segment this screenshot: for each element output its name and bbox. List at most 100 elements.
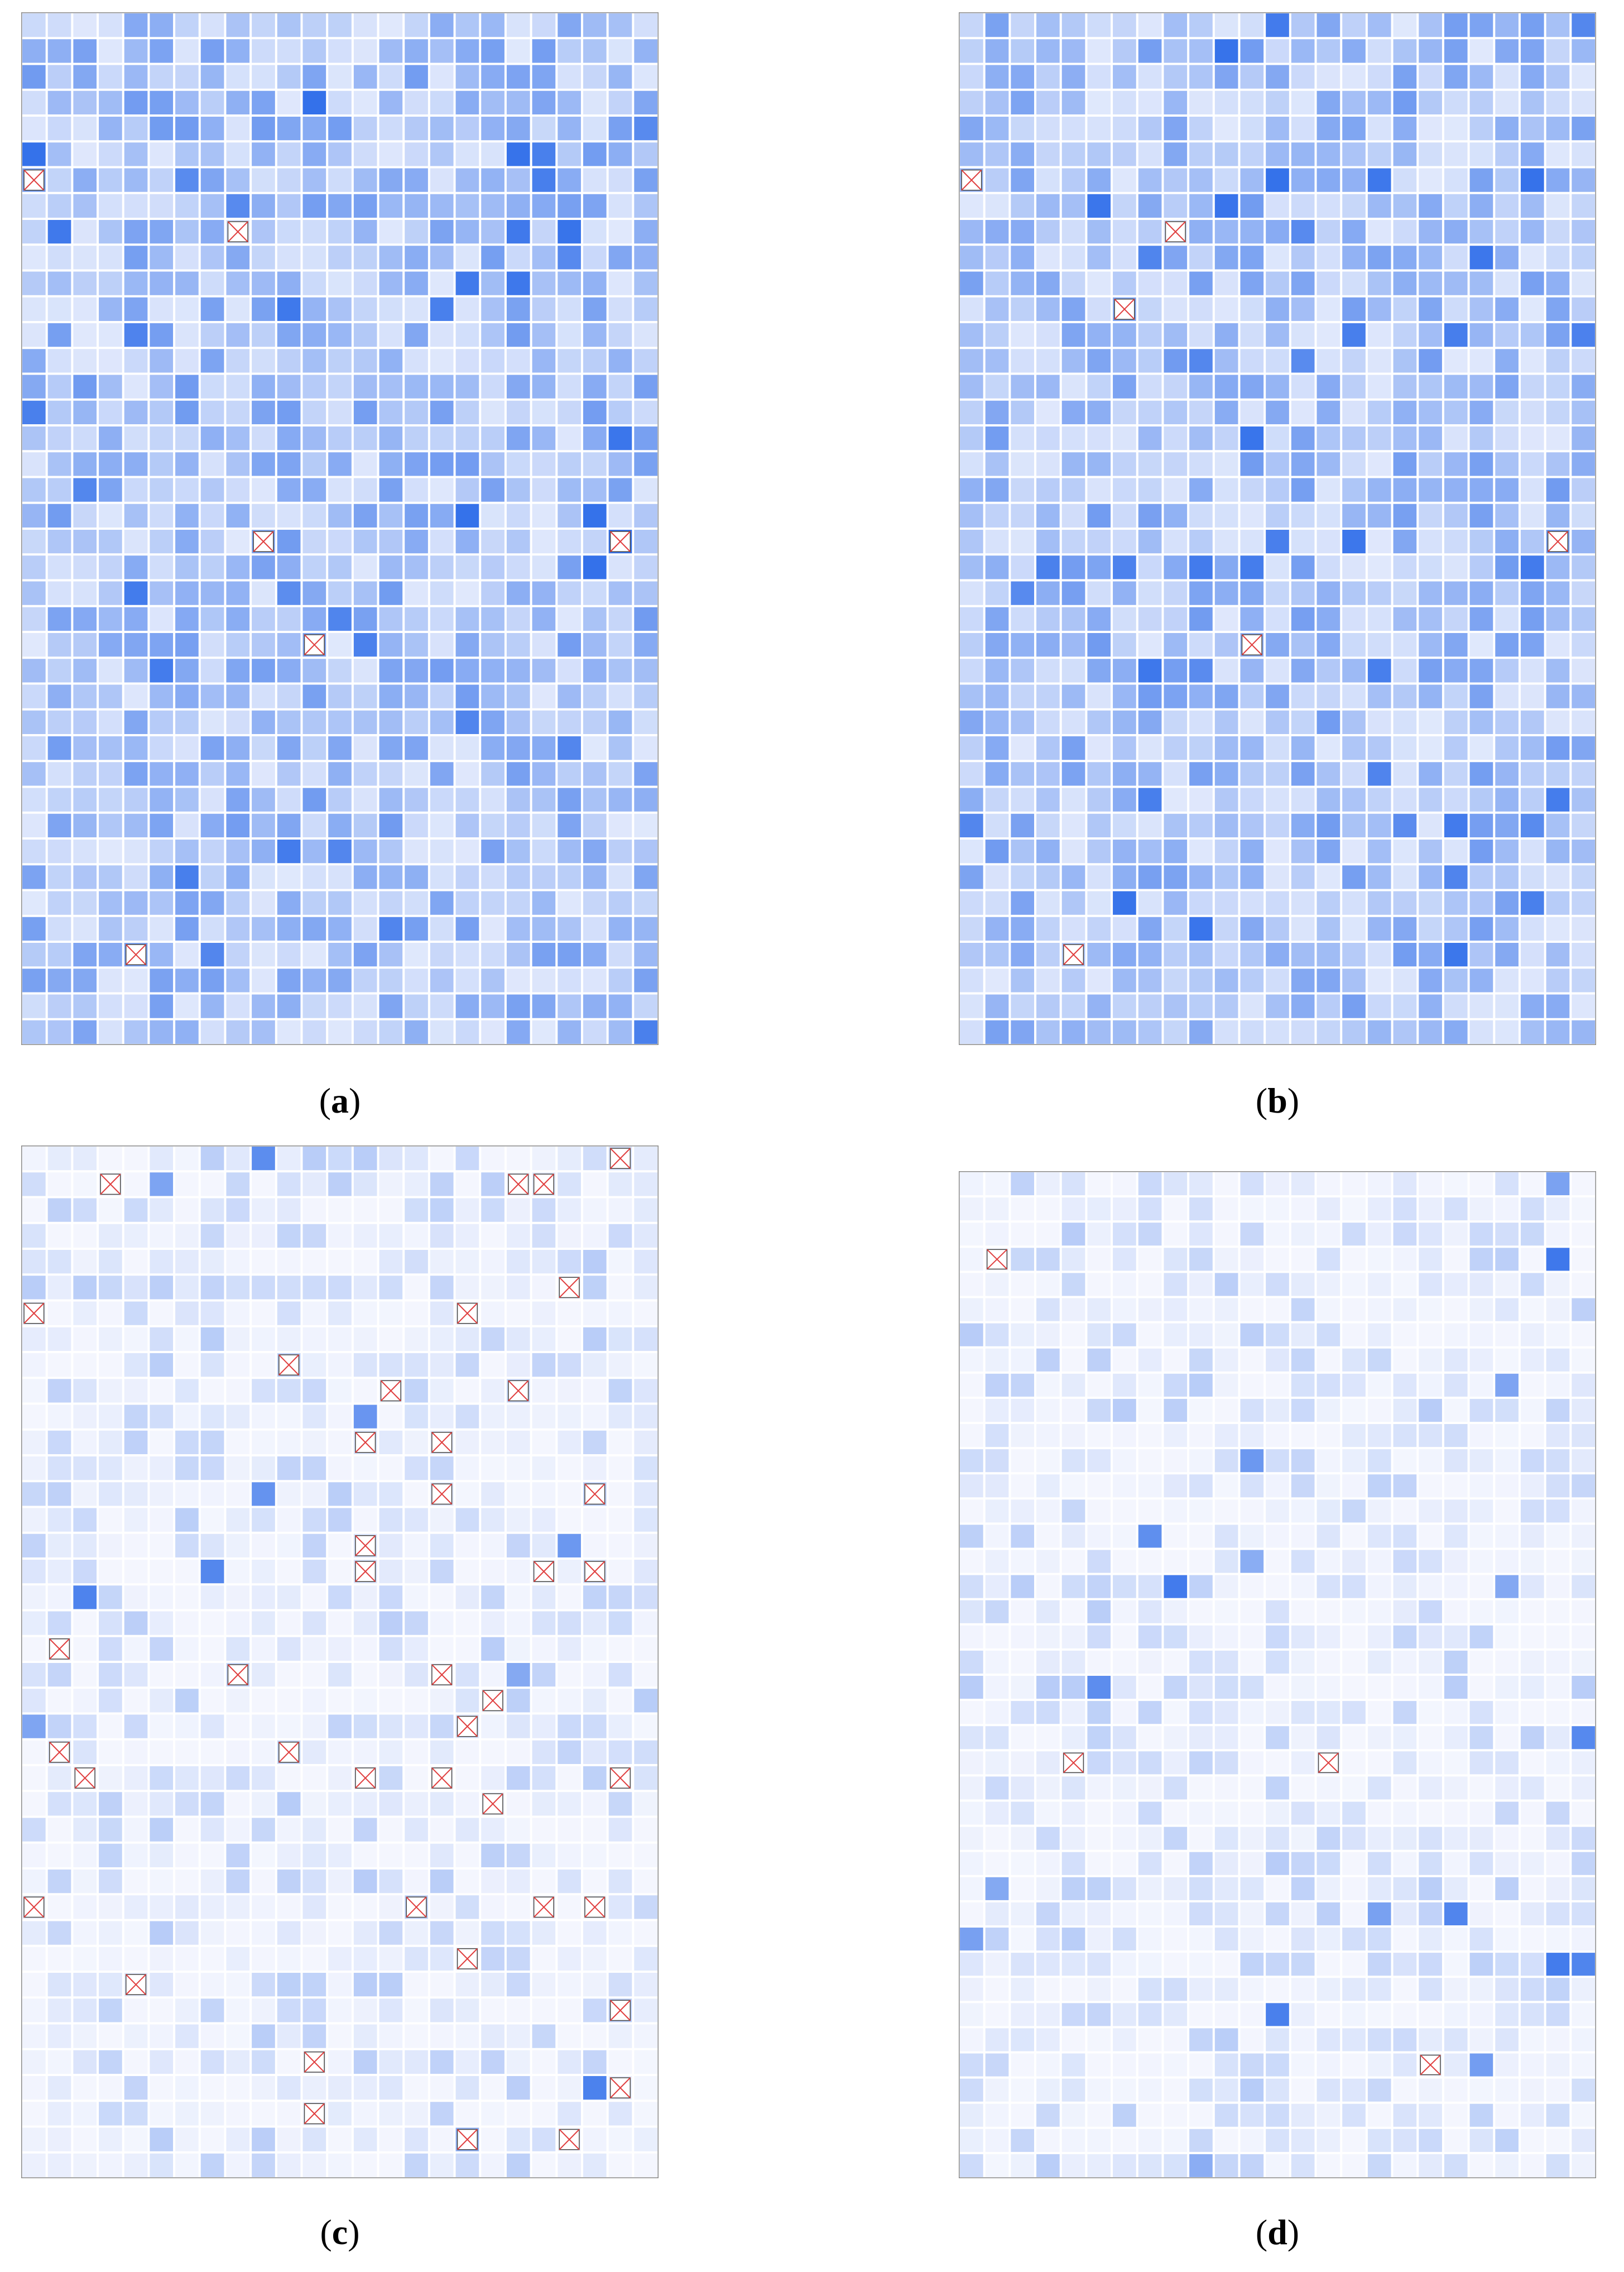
- grid-cell: [226, 1224, 250, 1248]
- grid-cell: [99, 142, 122, 166]
- grid-cell: [1546, 788, 1570, 812]
- grid-cell: [1138, 1525, 1162, 1548]
- grid-cell: [99, 39, 122, 63]
- grid-cell: [1087, 1424, 1111, 1447]
- grid-cell: [1011, 246, 1035, 270]
- grid-cell: [1240, 1852, 1264, 1875]
- grid-cell: [22, 840, 46, 864]
- grid-cell: [1061, 1776, 1085, 1800]
- grid-cell: [1317, 1726, 1340, 1749]
- grid-cell: [1367, 39, 1391, 63]
- grid-cell: [1061, 917, 1085, 941]
- grid-cell: [506, 452, 530, 476]
- grid-cell: [1495, 1701, 1519, 1724]
- grid-cell: [1444, 13, 1468, 37]
- grid-cell: [99, 117, 122, 141]
- grid-cell: [985, 1928, 1009, 1951]
- grid-cell: [960, 994, 983, 1018]
- grid-cell: [1061, 633, 1085, 657]
- grid-cell: [1087, 943, 1111, 967]
- grid-cell: [985, 1726, 1009, 1749]
- grid-cell: [226, 1611, 250, 1635]
- grid-cell: [1189, 1978, 1213, 2001]
- grid-cell: [353, 1870, 377, 1894]
- blocked-cell-marker: [304, 2103, 325, 2125]
- grid-cell: [150, 1482, 174, 1506]
- grid-cell: [1061, 2003, 1085, 2026]
- grid-cell: [430, 375, 454, 399]
- grid-cell: [1444, 400, 1468, 424]
- grid-cell: [1061, 1373, 1085, 1397]
- grid-cell: [226, 1689, 250, 1713]
- grid-cell: [558, 1147, 581, 1171]
- grid-cell: [1011, 762, 1035, 786]
- grid-cell: [252, 1998, 275, 2022]
- grid-cell: [985, 1298, 1009, 1321]
- grid-cell: [1291, 271, 1315, 295]
- grid-cell: [430, 400, 454, 424]
- grid-cell: [1291, 13, 1315, 37]
- grid-cell: [1495, 1020, 1519, 1044]
- grid-cell: [47, 297, 71, 321]
- grid-cell: [99, 271, 122, 295]
- grid-cell: [1291, 504, 1315, 528]
- grid-cell: [124, 2076, 148, 2100]
- grid-cell: [985, 90, 1009, 114]
- grid-cell: [985, 1701, 1009, 1724]
- grid-cell: [1444, 1676, 1468, 1699]
- grid-cell: [1572, 2028, 1595, 2051]
- grid-cell: [200, 2127, 224, 2151]
- grid-cell: [558, 1637, 581, 1661]
- grid-cell: [302, 400, 326, 424]
- grid-cell: [1240, 65, 1264, 89]
- grid-cell: [1495, 788, 1519, 812]
- grid-cell: [1495, 1827, 1519, 1850]
- grid-cell: [1520, 1449, 1544, 1473]
- grid-cell: [200, 1611, 224, 1635]
- grid-cell: [252, 710, 275, 734]
- grid-cell: [1011, 917, 1035, 941]
- grid-cell: [1291, 426, 1315, 450]
- grid-cell: [379, 452, 403, 476]
- grid-cell: [1189, 1751, 1213, 1775]
- grid-cell: [1419, 220, 1442, 244]
- grid-cell: [1495, 2003, 1519, 2026]
- grid-cell: [506, 1895, 530, 1919]
- grid-cell: [405, 246, 428, 270]
- grid-cell: [608, 1870, 632, 1894]
- grid-cell: [1189, 1827, 1213, 1850]
- grid-cell: [1266, 426, 1289, 450]
- grid-cell: [506, 1637, 530, 1661]
- grid-cell: [1342, 1172, 1366, 1196]
- grid-cell: [1214, 1575, 1238, 1598]
- grid-cell: [124, 375, 148, 399]
- grid-cell: [1061, 1348, 1085, 1372]
- grid-cell: [1087, 1928, 1111, 1951]
- grid-cell: [302, 1663, 326, 1687]
- grid-cell: [455, 865, 479, 889]
- grid-cell: [1419, 168, 1442, 192]
- grid-cell: [1291, 736, 1315, 760]
- grid-cell: [252, 375, 275, 399]
- grid-cell: [1469, 1373, 1493, 1397]
- grid-cell: [985, 1348, 1009, 1372]
- grid-cell: [124, 1456, 148, 1480]
- grid-cell: [1291, 581, 1315, 605]
- grid-cell: [99, 788, 122, 812]
- grid-cell: [1138, 1877, 1162, 1900]
- grid-cell: [608, 1250, 632, 1274]
- grid-cell: [1240, 39, 1264, 63]
- grid-cell: [634, 1792, 657, 1816]
- grid-cell: [1011, 2078, 1035, 2102]
- grid-cell: [1061, 1650, 1085, 1674]
- grid-cell: [1572, 2103, 1595, 2127]
- grid-cell: [200, 581, 224, 605]
- grid-cell: [277, 1714, 301, 1738]
- grid-cell: [1240, 400, 1264, 424]
- grid-cell: [1342, 788, 1366, 812]
- grid-cell: [506, 710, 530, 734]
- grid-cell: [1011, 194, 1035, 218]
- grid-cell: [1036, 581, 1060, 605]
- grid-cell: [1113, 710, 1136, 734]
- grid-cell: [1011, 530, 1035, 554]
